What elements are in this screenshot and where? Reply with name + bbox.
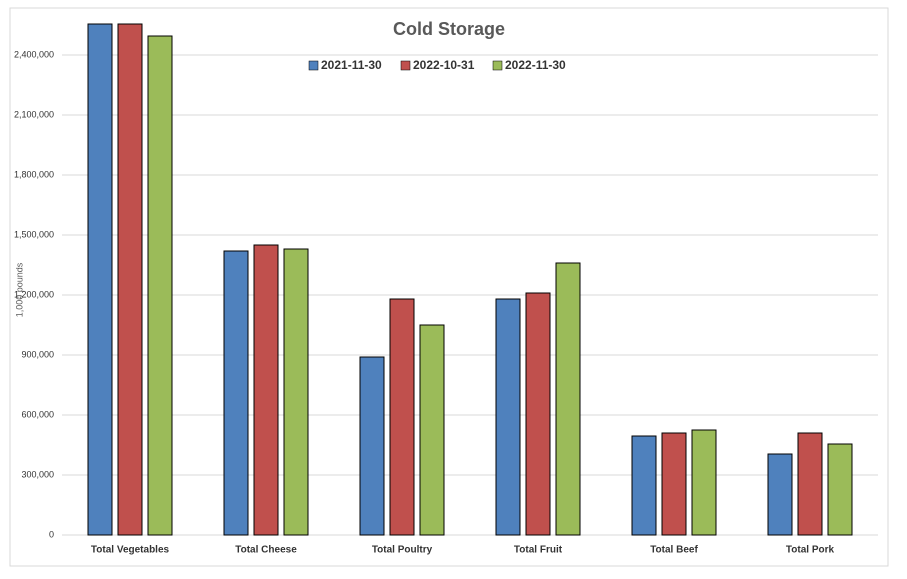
y-tick-label: 1,500,000 (14, 229, 54, 239)
bar (661, 432, 687, 536)
bar (283, 248, 309, 536)
chart-title: Cold Storage (393, 19, 505, 39)
bar (117, 23, 143, 536)
bar (87, 23, 113, 536)
bar (253, 244, 279, 536)
bar (495, 298, 521, 536)
bar (631, 435, 657, 536)
legend-swatch (492, 60, 503, 71)
bar (525, 292, 551, 536)
bar (767, 453, 793, 536)
bar (223, 250, 249, 536)
y-tick-label: 0 (49, 529, 54, 539)
bar (691, 429, 717, 536)
legend-swatch (400, 60, 411, 71)
y-tick-label: 600,000 (21, 409, 54, 419)
y-tick-label: 1,800,000 (14, 169, 54, 179)
x-tick-label: Total Pork (786, 545, 835, 556)
y-axis-label: 1,000 pounds (14, 262, 24, 317)
x-tick-label: Total Fruit (514, 545, 563, 556)
y-tick-label: 300,000 (21, 469, 54, 479)
legend-label: 2022-11-30 (505, 58, 566, 72)
bar (147, 35, 173, 536)
bar (389, 298, 415, 536)
x-tick-label: Total Beef (650, 545, 698, 556)
bar (419, 324, 445, 536)
legend-swatch (308, 60, 319, 71)
y-tick-label: 900,000 (21, 349, 54, 359)
y-tick-label: 2,100,000 (14, 109, 54, 119)
x-tick-label: Total Poultry (372, 545, 433, 556)
bar (797, 432, 823, 536)
y-tick-label: 1,200,000 (14, 289, 54, 299)
x-tick-label: Total Cheese (235, 545, 297, 556)
bar (359, 356, 385, 536)
x-tick-label: Total Vegetables (91, 545, 170, 556)
y-tick-label: 2,400,000 (14, 49, 54, 59)
legend-label: 2021-11-30 (321, 58, 382, 72)
bar (555, 262, 581, 536)
bar (827, 443, 853, 536)
legend-label: 2022-10-31 (413, 58, 475, 72)
